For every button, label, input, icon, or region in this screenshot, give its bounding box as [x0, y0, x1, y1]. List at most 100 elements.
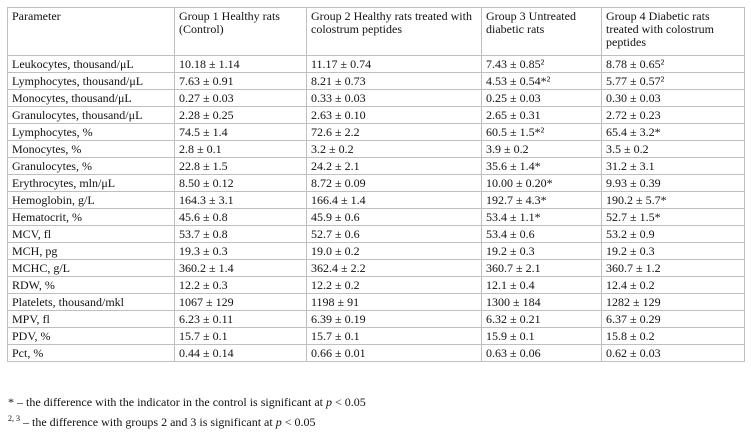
cell-group-3: 7.43 ± 0.85² — [481, 55, 602, 73]
footnote-text: – the difference with groups 2 and 3 is … — [20, 415, 276, 429]
cell-parameter: Monocytes, % — [7, 140, 175, 158]
table-row: MCHC, g/L 360.2 ± 1.4 362.4 ± 2.2 360.7 ± 2… — [7, 259, 745, 277]
cell-group-3: 12.1 ± 0.4 — [481, 276, 602, 294]
footnote-text: – the difference with the indicator in t… — [14, 395, 327, 409]
cell-group-1: 7.63 ± 0.91 — [174, 72, 307, 90]
cell-group-2: 72.6 ± 2.2 — [306, 123, 482, 141]
cell-group-2: 3.2 ± 0.2 — [306, 140, 482, 158]
cell-group-4: 0.30 ± 0.03 — [601, 89, 745, 107]
cell-group-3: 6.32 ± 0.21 — [481, 310, 602, 328]
cell-group-1: 6.23 ± 0.11 — [174, 310, 307, 328]
cell-group-2: 11.17 ± 0.74 — [306, 55, 482, 73]
cell-group-1: 74.5 ± 1.4 — [174, 123, 307, 141]
cell-group-1: 22.8 ± 1.5 — [174, 157, 307, 175]
table-row: Lymphocytes, thousand/μL 7.63 ± 0.91 8.21 … — [7, 72, 745, 90]
footnote-threshold: < 0.05 — [332, 395, 366, 409]
table-row: Erythrocytes, mln/μL 8.50 ± 0.12 8.72 ± 0.… — [7, 174, 745, 192]
table-row: PDV, % 15.7 ± 0.1 15.7 ± 0.1 15.9 ± 0.1 15.8… — [7, 327, 745, 345]
cell-parameter: Lymphocytes, thousand/μL — [7, 72, 175, 90]
cell-group-2: 362.4 ± 2.2 — [306, 259, 482, 277]
cell-group-4: 1282 ± 129 — [601, 293, 745, 311]
cell-group-2: 12.2 ± 0.2 — [306, 276, 482, 294]
footnote-mark-asterisk: * — [8, 395, 14, 409]
cell-parameter: Granulocytes, % — [7, 157, 175, 175]
cell-group-3: 3.9 ± 0.2 — [481, 140, 602, 158]
cell-group-3: 53.4 ± 0.6 — [481, 225, 602, 243]
table-row: MCV, fl 53.7 ± 0.8 52.7 ± 0.6 53.4 ± 0.6 53.… — [7, 225, 745, 243]
cell-parameter: MCHC, g/L — [7, 259, 175, 277]
cell-group-3: 19.2 ± 0.3 — [481, 242, 602, 260]
cell-group-2: 8.72 ± 0.09 — [306, 174, 482, 192]
cell-group-2: 8.21 ± 0.73 — [306, 72, 482, 90]
table-header: Parameter Group 1 Healthy rats (Control)… — [7, 7, 745, 56]
cell-parameter: Granulocytes, thousand/μL — [7, 106, 175, 124]
cell-group-3: 2.65 ± 0.31 — [481, 106, 602, 124]
cell-group-4: 12.4 ± 0.2 — [601, 276, 745, 294]
cell-group-3: 15.9 ± 0.1 — [481, 327, 602, 345]
cell-group-4: 65.4 ± 3.2* — [601, 123, 745, 141]
cell-group-1: 45.6 ± 0.8 — [174, 208, 307, 226]
footnote-p-variable: p — [275, 415, 282, 429]
cell-group-2: 6.39 ± 0.19 — [306, 310, 482, 328]
cell-group-2: 19.0 ± 0.2 — [306, 242, 482, 260]
cell-group-2: 0.33 ± 0.03 — [306, 89, 482, 107]
cell-group-4: 19.2 ± 0.3 — [601, 242, 745, 260]
table-row: Platelets, thousand/mkl 1067 ± 129 1198 ± … — [7, 293, 745, 311]
cell-group-2: 15.7 ± 0.1 — [306, 327, 482, 345]
cell-group-1: 10.18 ± 1.14 — [174, 55, 307, 73]
cell-parameter: Pct, % — [7, 344, 175, 362]
cell-group-3: 360.7 ± 2.1 — [481, 259, 602, 277]
cell-group-2: 45.9 ± 0.6 — [306, 208, 482, 226]
table-row: MPV, fl 6.23 ± 0.11 6.39 ± 0.19 6.32 ± 0.21… — [7, 310, 745, 328]
cell-group-1: 8.50 ± 0.12 — [174, 174, 307, 192]
cell-group-4: 190.2 ± 5.7* — [601, 191, 745, 209]
cell-parameter: RDW, % — [7, 276, 175, 294]
cell-parameter: Erythrocytes, mln/μL — [7, 174, 175, 192]
cell-group-4: 15.8 ± 0.2 — [601, 327, 745, 345]
cell-group-4: 31.2 ± 3.1 — [601, 157, 745, 175]
table-row: Monocytes, thousand/μL 0.27 ± 0.03 0.33 ± … — [7, 89, 745, 107]
cell-group-4: 5.77 ± 0.57² — [601, 72, 745, 90]
cell-group-4: 8.78 ± 0.65² — [601, 55, 745, 73]
header-cell-group-4: Group 4 Diabetic rats treated with colos… — [601, 7, 745, 56]
cell-group-3: 0.63 ± 0.06 — [481, 344, 602, 362]
cell-group-1: 2.28 ± 0.25 — [174, 106, 307, 124]
cell-group-3: 4.53 ± 0.54*² — [481, 72, 602, 90]
table-row: Granulocytes, % 22.8 ± 1.5 24.2 ± 2.1 35.6 … — [7, 157, 745, 175]
footnotes: * – the difference with the indicator in… — [8, 392, 743, 432]
cell-group-1: 164.3 ± 3.1 — [174, 191, 307, 209]
cell-group-1: 53.7 ± 0.8 — [174, 225, 307, 243]
cell-group-2: 1198 ± 91 — [306, 293, 482, 311]
table-row: Monocytes, % 2.8 ± 0.1 3.2 ± 0.2 3.9 ± 0.2 3… — [7, 140, 745, 158]
cell-group-3: 10.00 ± 0.20* — [481, 174, 602, 192]
cell-group-3: 60.5 ± 1.5*² — [481, 123, 602, 141]
cell-group-2: 24.2 ± 2.1 — [306, 157, 482, 175]
cell-group-1: 1067 ± 129 — [174, 293, 307, 311]
cell-group-2: 52.7 ± 0.6 — [306, 225, 482, 243]
cell-group-2: 0.66 ± 0.01 — [306, 344, 482, 362]
table-row: Hematocrit, % 45.6 ± 0.8 45.9 ± 0.6 53.4 ± … — [7, 208, 745, 226]
cell-group-4: 6.37 ± 0.29 — [601, 310, 745, 328]
cell-group-4: 53.2 ± 0.9 — [601, 225, 745, 243]
cell-group-1: 12.2 ± 0.3 — [174, 276, 307, 294]
cell-group-3: 0.25 ± 0.03 — [481, 89, 602, 107]
cell-group-1: 2.8 ± 0.1 — [174, 140, 307, 158]
cell-parameter: Leukocytes, thousand/μL — [7, 55, 175, 73]
cell-group-3: 192.7 ± 4.3* — [481, 191, 602, 209]
cell-group-2: 2.63 ± 0.10 — [306, 106, 482, 124]
footnote-significance-control: * – the difference with the indicator in… — [8, 392, 743, 412]
header-cell-group-1: Group 1 Healthy rats (Control) — [174, 7, 307, 56]
cell-group-4: 2.72 ± 0.23 — [601, 106, 745, 124]
footnote-mark-superscript: 2, 3 — [8, 414, 20, 423]
cell-parameter: Platelets, thousand/mkl — [7, 293, 175, 311]
cell-group-4: 3.5 ± 0.2 — [601, 140, 745, 158]
cell-group-4: 9.93 ± 0.39 — [601, 174, 745, 192]
table-body: Leukocytes, thousand/μL 10.18 ± 1.14 11.17… — [7, 55, 745, 362]
table-row: RDW, % 12.2 ± 0.3 12.2 ± 0.2 12.1 ± 0.4 12.4… — [7, 276, 745, 294]
cell-parameter: MCH, pg — [7, 242, 175, 260]
cell-group-1: 0.44 ± 0.14 — [174, 344, 307, 362]
cell-parameter: Lymphocytes, % — [7, 123, 175, 141]
cell-group-4: 0.62 ± 0.03 — [601, 344, 745, 362]
footnote-threshold: < 0.05 — [281, 415, 316, 429]
